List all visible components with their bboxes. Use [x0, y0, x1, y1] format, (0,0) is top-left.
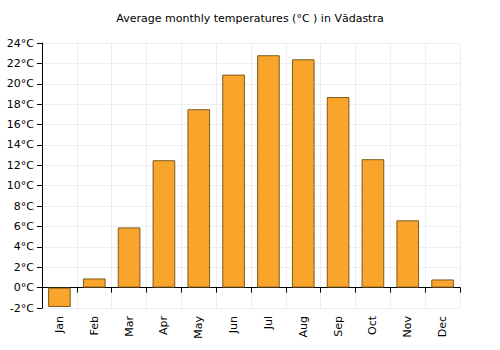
svg-text:20°C: 20°C	[7, 77, 34, 90]
svg-text:May: May	[192, 316, 205, 339]
svg-text:16°C: 16°C	[7, 118, 34, 131]
svg-text:Jun: Jun	[227, 316, 240, 334]
svg-text:12°C: 12°C	[7, 159, 34, 172]
svg-text:4°C: 4°C	[14, 240, 34, 253]
svg-text:Average monthly temperatures (: Average monthly temperatures (°C ) in Vă…	[116, 12, 383, 25]
svg-text:-2°C: -2°C	[10, 302, 34, 315]
svg-text:18°C: 18°C	[7, 98, 34, 111]
svg-text:Jul: Jul	[262, 316, 275, 330]
svg-text:22°C: 22°C	[7, 57, 34, 70]
svg-text:Mar: Mar	[123, 316, 136, 337]
svg-text:8°C: 8°C	[14, 200, 34, 213]
svg-text:Feb: Feb	[88, 316, 101, 335]
svg-text:Aug: Aug	[297, 316, 310, 337]
svg-text:Nov: Nov	[401, 316, 414, 338]
svg-text:24°C: 24°C	[7, 37, 34, 50]
svg-text:6°C: 6°C	[14, 220, 34, 233]
svg-text:Apr: Apr	[157, 316, 170, 336]
svg-text:14°C: 14°C	[7, 138, 34, 151]
svg-text:Oct: Oct	[366, 315, 379, 335]
svg-text:10°C: 10°C	[7, 179, 34, 192]
svg-text:Jan: Jan	[53, 316, 66, 334]
svg-text:Dec: Dec	[436, 316, 449, 337]
svg-text:Sep: Sep	[332, 316, 345, 337]
svg-text:2°C: 2°C	[14, 261, 34, 274]
svg-text:0°C: 0°C	[14, 281, 34, 294]
